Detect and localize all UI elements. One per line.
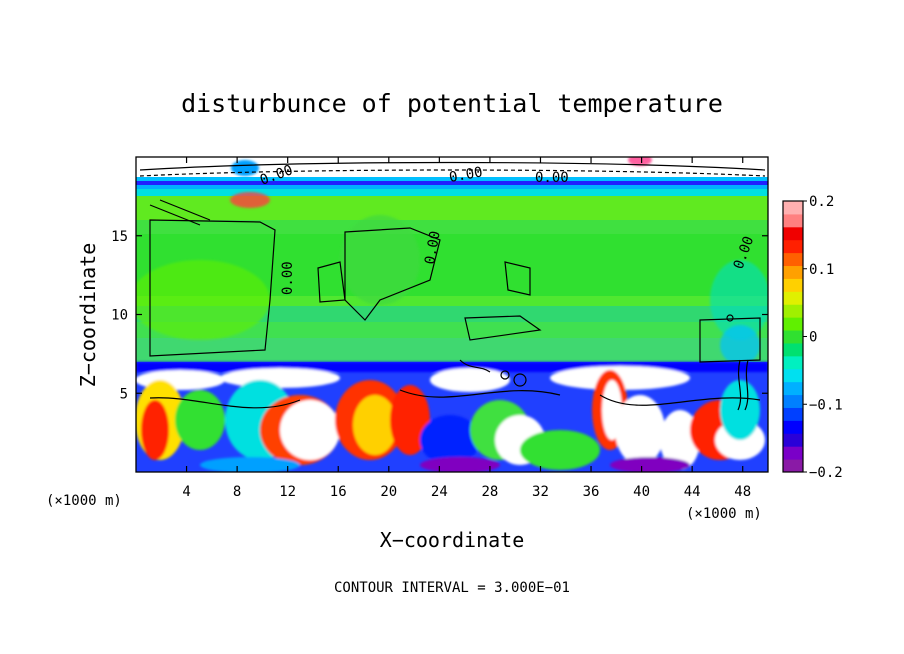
colorbar-swatch <box>783 213 803 228</box>
colorbar-swatch <box>783 239 803 254</box>
colorbar-swatch <box>783 265 803 279</box>
colorbar-swatch <box>783 252 803 267</box>
chart-title: disturbunce of potential temperature <box>181 89 723 118</box>
lower-shading <box>136 362 768 472</box>
x-tick-label: 24 <box>431 484 448 500</box>
colorbar-swatch <box>783 304 803 318</box>
x-tick-label: 28 <box>481 484 498 500</box>
colorbar-tick-label: 0.2 <box>809 194 834 210</box>
contour-lines <box>139 161 766 411</box>
colorbar-swatch <box>783 226 803 241</box>
colorbar-swatch <box>783 394 803 408</box>
colorbar-swatch <box>783 446 803 460</box>
x-tick-label: 40 <box>633 484 650 500</box>
x-unit-left: (×1000 m) <box>46 493 122 509</box>
colorbar-swatch <box>783 278 803 292</box>
colorbar-swatch <box>783 317 803 331</box>
colorbar-swatch <box>783 368 803 383</box>
x-unit-right: (×1000 m) <box>686 506 762 522</box>
y-axis: 5 10 15 <box>111 229 768 402</box>
contour-label: 0.00 <box>535 170 569 186</box>
x-tick-label: 32 <box>532 484 549 500</box>
x-tick-label: 8 <box>233 484 241 500</box>
colorbar-swatch <box>783 433 803 447</box>
y-tick-label: 10 <box>111 308 128 324</box>
x-tick-label: 20 <box>380 484 397 500</box>
heatmap-field: 0.00 0.00 0.00 0.00 0.00 0.00 <box>136 157 768 472</box>
x-tick-label: 4 <box>182 484 190 500</box>
x-tick-label: 48 <box>734 484 751 500</box>
x-axis: 4 8 12 16 20 24 28 32 36 40 44 48 <box>182 157 751 500</box>
colorbar-swatch <box>783 355 803 370</box>
contour-label: 0.00 <box>422 230 444 266</box>
colorbar-tick-label: −0.1 <box>809 397 843 413</box>
colorbar-tick-label: 0.1 <box>809 262 834 278</box>
colorbar-swatch <box>783 342 803 357</box>
colorbar-swatch <box>783 330 803 344</box>
y-tick-label: 15 <box>111 229 128 245</box>
colorbar-swatch <box>783 381 803 396</box>
x-tick-label: 16 <box>330 484 347 500</box>
y-tick-label: 5 <box>120 386 128 402</box>
colorbar-swatch <box>783 201 803 215</box>
colorbar: 0.2 0.1 0 −0.1 −0.2 <box>782 194 843 481</box>
x-tick-label: 12 <box>279 484 296 500</box>
colorbar-swatch <box>783 459 803 473</box>
contour-label: 0.00 <box>280 261 296 295</box>
x-tick-label: 44 <box>684 484 701 500</box>
colorbar-swatch <box>783 420 803 434</box>
contour-label: 0.00 <box>448 164 484 186</box>
colorbar-tick-label: −0.2 <box>809 465 843 481</box>
upper-shading <box>136 157 768 365</box>
colorbar-tick-label: 0 <box>809 330 817 346</box>
contour-interval-note: CONTOUR INTERVAL = 3.000E−01 <box>334 580 570 596</box>
plot-area: 0.00 0.00 0.00 0.00 0.00 0.00 4 8 12 16 20 24… <box>111 156 769 500</box>
x-tick-label: 36 <box>583 484 600 500</box>
x-axis-title: X−coordinate <box>380 528 525 552</box>
colorbar-swatch <box>783 407 803 421</box>
y-axis-title: Z−coordinate <box>76 243 100 388</box>
colorbar-swatch <box>783 291 803 305</box>
